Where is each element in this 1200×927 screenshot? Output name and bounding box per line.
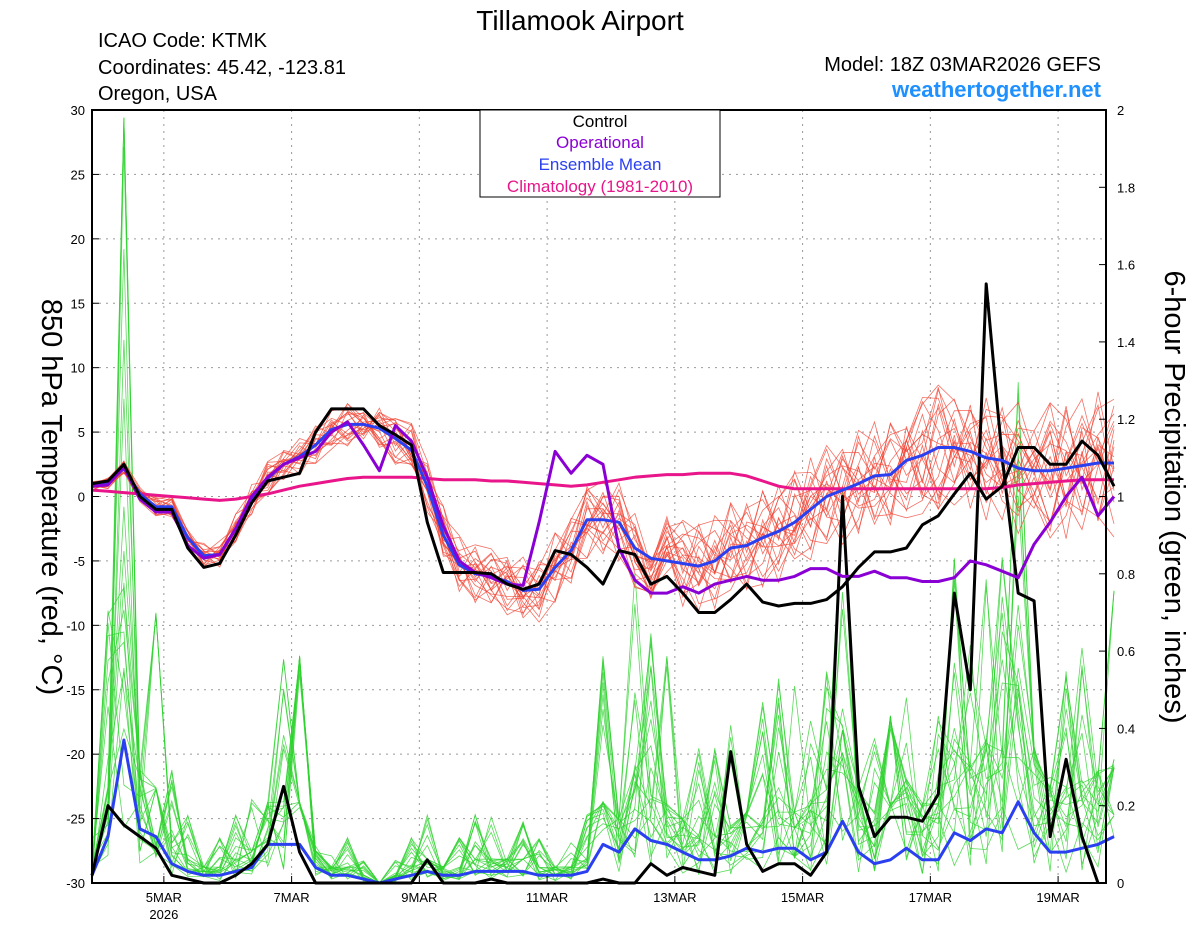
precip-member-line (91, 146, 1115, 884)
icao-code: ICAO Code: KTMK (98, 30, 268, 52)
ytick-label: 15 (71, 296, 85, 311)
legend-ensemble-mean: Ensemble Mean (539, 155, 662, 174)
temp-member-line (91, 423, 1115, 611)
y2tick-label: 1.2 (1117, 412, 1135, 427)
legend-operational: Operational (556, 133, 644, 152)
ytick-label: 30 (71, 103, 85, 118)
temp-member-line (91, 387, 1115, 600)
ytick-label: -5 (73, 554, 85, 569)
legend-control: Control (573, 112, 628, 131)
temp-member-line (91, 413, 1115, 612)
y2tick-label: 1.4 (1117, 335, 1135, 350)
precip-member-line (91, 339, 1115, 884)
ytick-label: -25 (66, 812, 85, 827)
precip-member-line (91, 117, 1115, 884)
ytick-label: 0 (78, 490, 85, 505)
location: Oregon, USA (98, 83, 218, 105)
y-axis-label-right: 6-hour Precipitation (green, inches) (1158, 271, 1190, 724)
y2tick-label: 0.2 (1117, 799, 1135, 814)
ytick-label: 5 (78, 425, 85, 440)
y-axis-label-left: 850 hPa Temperature (red, °C) (35, 299, 67, 695)
ytick-label: 10 (71, 361, 85, 376)
ytick-label: -20 (66, 747, 85, 762)
legend-box: Control Operational Ensemble Mean Climat… (479, 109, 721, 198)
climatology-temp-line (91, 471, 1114, 502)
temp-member-line (91, 402, 1115, 623)
model-run: Model: 18Z 03MAR2026 GEFS (824, 54, 1101, 76)
xtick-label: 11MAR (526, 890, 568, 905)
xtick-label: 13MAR (653, 890, 696, 905)
ytick-label: -30 (66, 876, 85, 891)
ytick-label: -10 (66, 618, 85, 633)
site-link[interactable]: weathertogether.net (891, 77, 1102, 102)
axes: 302520151050-5-10-15-20-25-3021.81.61.41… (66, 103, 1135, 922)
xtick-label: 5MAR (146, 890, 182, 905)
control-temp-line (91, 407, 1116, 614)
y2tick-label: 0.6 (1117, 644, 1135, 659)
ytick-label: 25 (71, 167, 85, 182)
control-precip-line (90, 282, 1100, 885)
chart-title: Tillamook Airport (476, 5, 684, 36)
y2tick-label: 1.6 (1117, 258, 1135, 273)
ytick-label: 20 (71, 232, 85, 247)
y2tick-label: 0 (1117, 876, 1124, 891)
y2tick-label: 0.8 (1117, 567, 1135, 582)
operational-temp-line (91, 420, 1116, 595)
series-lines (90, 282, 1116, 885)
ytick-label: -15 (66, 683, 85, 698)
coordinates: Coordinates: 45.42, -123.81 (98, 57, 346, 79)
xtick-label: 19MAR (1036, 890, 1079, 905)
legend-climatology: Climatology (1981-2010) (507, 177, 693, 196)
precip-member-line (91, 609, 1115, 884)
xtick-year: 2026 (149, 907, 178, 922)
xtick-label: 15MAR (781, 890, 824, 905)
precip-member-line (91, 465, 1115, 884)
xtick-label: 9MAR (401, 890, 437, 905)
xtick-label: 7MAR (274, 890, 310, 905)
precip-member-lines (91, 117, 1115, 884)
y2tick-label: 1 (1117, 490, 1124, 505)
y2tick-label: 1.8 (1117, 180, 1135, 195)
y2tick-label: 2 (1117, 103, 1124, 118)
xtick-label: 17MAR (909, 890, 952, 905)
y2tick-label: 0.4 (1117, 721, 1135, 736)
